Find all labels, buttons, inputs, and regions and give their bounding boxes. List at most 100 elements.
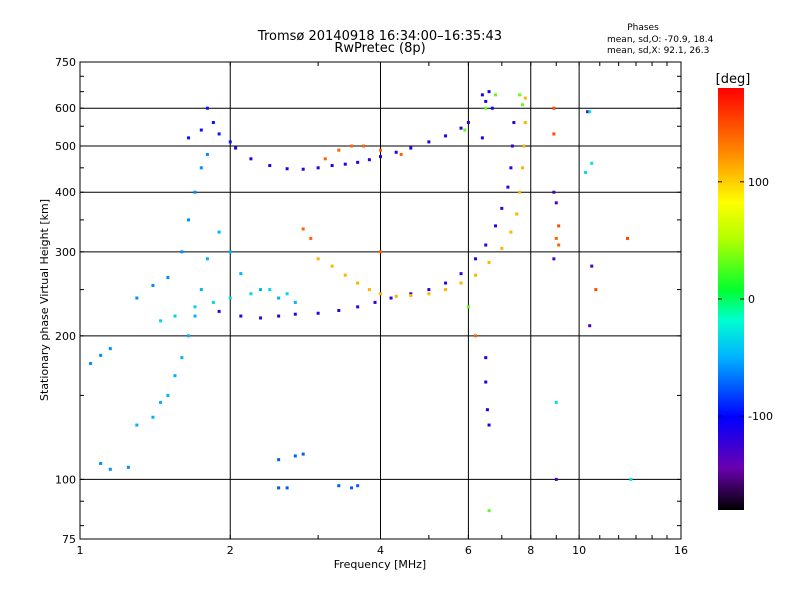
data-point	[108, 347, 112, 351]
data-point	[301, 167, 305, 171]
phases-box-title: Phases	[627, 23, 659, 33]
colorbar-ticks: 100 0 -100	[718, 176, 773, 423]
data-point	[590, 161, 594, 165]
axis-ticks: 1 2 4 6 8 10 16 75 100 200 300 400 500 600 750	[55, 56, 688, 557]
x-tick-label: 16	[674, 544, 688, 557]
data-point	[444, 134, 448, 138]
data-point	[356, 305, 360, 309]
data-point	[228, 250, 232, 254]
data-point	[166, 276, 170, 280]
colorbar-label: [deg]	[716, 72, 751, 87]
data-point	[500, 246, 504, 250]
data-point	[487, 90, 491, 94]
data-point	[180, 356, 184, 360]
data-point	[523, 96, 527, 100]
data-point	[494, 93, 498, 97]
x-tick-label: 4	[377, 544, 384, 557]
data-point	[187, 334, 191, 338]
data-point	[379, 155, 382, 159]
data-point	[520, 166, 524, 170]
data-point	[293, 300, 297, 304]
data-point	[523, 121, 527, 125]
data-point	[193, 190, 197, 194]
data-point	[293, 454, 297, 458]
data-point	[180, 250, 184, 254]
data-point	[285, 167, 289, 171]
colorbar-tick-label: 0	[748, 293, 755, 306]
x-tick-label: 1	[77, 544, 84, 557]
data-point	[394, 150, 398, 154]
data-point	[389, 296, 393, 300]
x-tick-label: 10	[572, 544, 586, 557]
data-point	[557, 243, 561, 247]
data-point	[444, 288, 448, 292]
y-tick-label: 500	[55, 140, 76, 153]
colorbar-tick-label: 100	[748, 176, 769, 189]
data-point	[484, 243, 488, 247]
data-point	[518, 190, 522, 194]
data-point	[173, 314, 177, 318]
data-point	[379, 250, 382, 254]
data-point	[473, 334, 477, 338]
data-point	[588, 324, 592, 328]
data-point	[367, 158, 371, 162]
data-point	[211, 121, 215, 125]
chart-subtitle: RwPretec (8p)	[334, 41, 425, 56]
y-axis-label: Stationary phase Virtual Height [km]	[38, 199, 51, 401]
data-point	[277, 296, 281, 300]
y-tick-label: 75	[62, 533, 76, 546]
data-point	[367, 288, 371, 292]
data-point	[552, 257, 556, 261]
data-point	[277, 458, 281, 462]
y-tick-label: 200	[55, 330, 76, 343]
data-point	[343, 273, 347, 277]
data-point	[515, 212, 519, 216]
data-point	[316, 311, 320, 315]
data-point	[217, 309, 221, 313]
data-point	[373, 300, 377, 304]
data-point	[316, 257, 320, 261]
data-point	[199, 166, 203, 170]
data-point	[480, 93, 484, 97]
data-point	[466, 121, 470, 125]
data-point	[217, 132, 221, 136]
data-point	[199, 128, 203, 132]
data-point	[356, 160, 360, 164]
data-point	[211, 300, 215, 304]
data-point	[234, 146, 238, 150]
data-point	[350, 144, 354, 148]
data-point	[379, 292, 382, 296]
data-point	[554, 400, 558, 404]
data-points	[89, 90, 633, 513]
data-point	[135, 423, 139, 427]
data-point	[520, 103, 524, 107]
data-point	[356, 281, 360, 285]
data-point	[463, 128, 467, 132]
data-point	[199, 288, 203, 292]
data-point	[509, 230, 513, 234]
data-point	[293, 312, 297, 316]
y-tick-label: 750	[55, 56, 76, 69]
data-point	[485, 408, 489, 412]
data-point	[480, 136, 484, 140]
data-point	[187, 136, 191, 140]
data-point	[337, 148, 341, 152]
data-point	[444, 281, 448, 285]
data-point	[330, 164, 334, 168]
data-point	[500, 206, 504, 210]
data-point	[135, 296, 139, 300]
data-point	[301, 227, 305, 231]
data-point	[484, 106, 488, 110]
data-point	[588, 110, 592, 114]
data-point	[151, 415, 155, 419]
data-point	[350, 486, 354, 490]
data-point	[487, 423, 491, 427]
data-point	[126, 465, 130, 469]
data-point	[159, 319, 163, 323]
data-point	[228, 296, 232, 300]
data-point	[625, 236, 629, 240]
data-point	[494, 224, 498, 228]
